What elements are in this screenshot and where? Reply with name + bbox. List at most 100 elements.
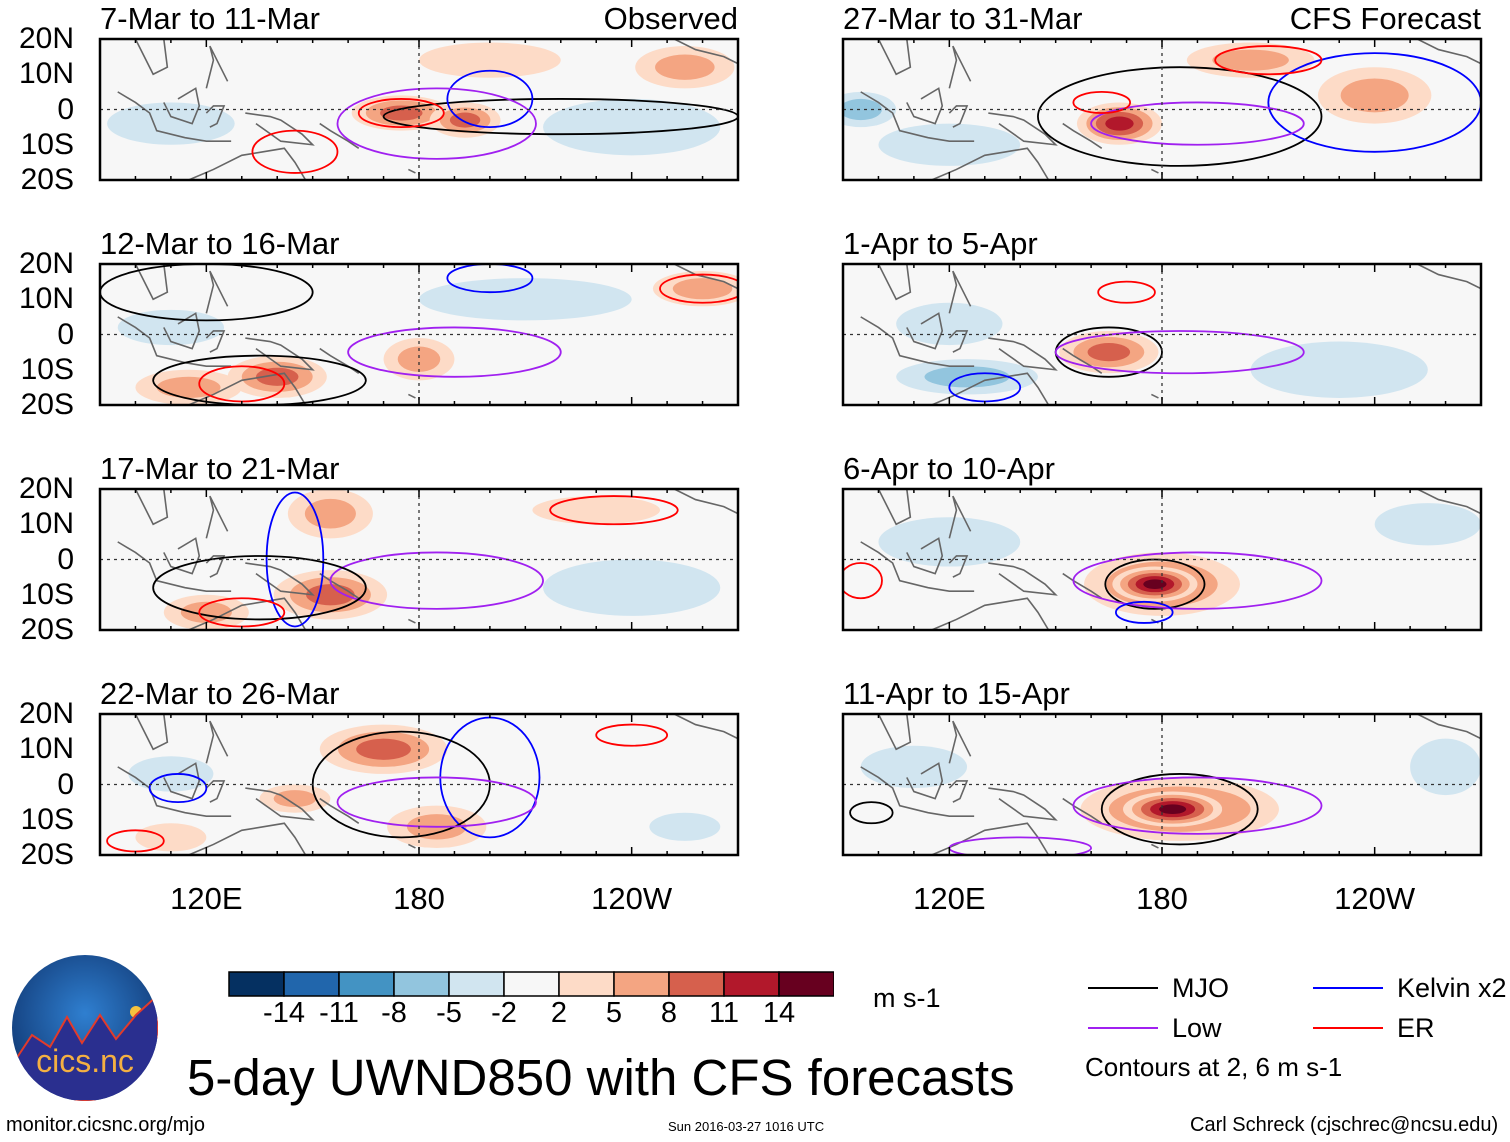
wind-anomaly-shading bbox=[843, 98, 882, 121]
coastline bbox=[205, 330, 226, 353]
contour-er bbox=[549, 495, 679, 526]
lat-tick-label: 10N bbox=[18, 507, 74, 541]
lat-tick-label: 10S bbox=[20, 577, 74, 611]
map-panel bbox=[98, 37, 740, 182]
coastline bbox=[877, 489, 912, 526]
wind-anomaly-shading bbox=[1087, 343, 1131, 362]
wind-anomaly-shading bbox=[655, 54, 715, 80]
panel-title: 17-Mar to 21-Mar bbox=[100, 451, 340, 486]
lon-tick-label: 180 bbox=[1136, 881, 1188, 916]
coastline bbox=[948, 270, 972, 314]
contour-er bbox=[843, 562, 883, 600]
logo-text: cics.nc bbox=[36, 1043, 134, 1079]
website-link[interactable]: monitor.cicsnc.org/mjo bbox=[6, 1114, 205, 1136]
wind-anomaly-shading bbox=[532, 496, 661, 525]
colorbar-swatch bbox=[503, 971, 560, 997]
wind-anomaly-shading bbox=[1212, 49, 1289, 71]
colorbar bbox=[228, 971, 834, 997]
coastline bbox=[134, 39, 169, 76]
contour-kelvin bbox=[265, 491, 325, 628]
contour-mjo bbox=[100, 264, 314, 322]
colorbar-tick-label: -14 bbox=[263, 997, 305, 1029]
panel-source-label: Observed bbox=[603, 1, 738, 36]
coastline bbox=[948, 45, 972, 89]
coastline bbox=[188, 147, 307, 180]
wind-anomaly-shading bbox=[273, 790, 317, 808]
lat-tick-label: 10S bbox=[20, 127, 74, 161]
coastline bbox=[319, 347, 360, 374]
colorbar-tick-label: -2 bbox=[491, 997, 517, 1029]
coastline bbox=[245, 787, 315, 821]
coastline bbox=[134, 264, 169, 301]
wind-anomaly-shading bbox=[107, 102, 235, 145]
coastline bbox=[860, 766, 975, 818]
coastline bbox=[134, 714, 169, 751]
logo-mountains-icon bbox=[12, 993, 158, 1101]
legend-label: Kelvin x2 bbox=[1397, 973, 1507, 1003]
contour-low bbox=[1090, 101, 1305, 146]
wind-anomaly-shading bbox=[255, 367, 299, 386]
coastline bbox=[408, 393, 416, 399]
coastline bbox=[319, 122, 360, 149]
coastline bbox=[205, 555, 226, 578]
wind-anomaly-shading bbox=[878, 517, 1021, 567]
coastline bbox=[988, 337, 1058, 371]
colorbar-swatch bbox=[613, 971, 670, 997]
coastline bbox=[163, 312, 201, 350]
coastline bbox=[948, 720, 972, 764]
coastline bbox=[948, 780, 969, 803]
contour-mjo bbox=[152, 555, 367, 621]
panel-title: 7-Mar to 11-Mar bbox=[100, 1, 320, 36]
lat-tick-label: 20S bbox=[20, 613, 74, 646]
coastline bbox=[205, 45, 229, 89]
map-panel bbox=[98, 262, 740, 407]
panel-title: 11-Apr to 15-Apr bbox=[843, 676, 1070, 711]
coastline bbox=[408, 168, 416, 174]
contour-kelvin bbox=[446, 264, 534, 294]
wind-anomaly-shading bbox=[418, 278, 632, 321]
contour-kelvin bbox=[1115, 600, 1174, 624]
coastline bbox=[673, 39, 738, 65]
legend-line-low bbox=[1088, 1027, 1158, 1029]
colorbar-swatch bbox=[558, 971, 615, 997]
coastline bbox=[1416, 39, 1481, 65]
lat-tick-label: 20S bbox=[20, 388, 74, 421]
colorbar-units: m s-1 bbox=[873, 983, 941, 1013]
figure-title: 5-day UWND850 with CFS forecasts bbox=[187, 1049, 1015, 1106]
panel-title: 6-Apr to 10-Apr bbox=[843, 451, 1055, 486]
coastline bbox=[205, 495, 229, 539]
panel-title: 12-Mar to 16-Mar bbox=[100, 226, 340, 261]
colorbar-tick-label: 8 bbox=[660, 997, 678, 1029]
lon-tick-label: 120W bbox=[1334, 881, 1416, 916]
panel-title: 27-Mar to 31-Mar bbox=[843, 1, 1083, 36]
wind-anomaly-shading bbox=[1105, 116, 1134, 131]
coastline bbox=[1416, 714, 1481, 740]
coastline bbox=[1062, 347, 1103, 374]
lat-tick-label: 10N bbox=[18, 732, 74, 766]
coastline bbox=[1416, 489, 1481, 515]
coastline bbox=[988, 562, 1058, 596]
map-panel bbox=[841, 487, 1483, 632]
lat-tick-label: 0 bbox=[57, 542, 74, 576]
coastline bbox=[205, 270, 229, 314]
wind-anomaly-shading bbox=[135, 823, 207, 852]
coastline bbox=[117, 541, 232, 593]
coastline bbox=[906, 537, 944, 575]
wind-anomaly-shading bbox=[924, 366, 1010, 388]
coastline bbox=[205, 780, 226, 803]
coastline bbox=[877, 39, 912, 76]
coastline bbox=[948, 495, 972, 539]
coastline bbox=[860, 91, 975, 143]
colorbar-swatch bbox=[668, 971, 725, 997]
colorbar-tick-label: -8 bbox=[381, 997, 407, 1029]
legend-label: Low bbox=[1172, 1013, 1222, 1043]
coastline bbox=[245, 337, 315, 371]
contour-er bbox=[659, 273, 738, 304]
coastline bbox=[948, 555, 969, 578]
wind-anomaly-shading bbox=[543, 559, 721, 616]
colorbar-tick-label: 11 bbox=[708, 997, 740, 1029]
colorbar-swatch bbox=[723, 971, 780, 997]
lon-tick-label: 120E bbox=[170, 881, 243, 916]
lat-tick-label: 10N bbox=[18, 57, 74, 91]
lat-tick-label: 0 bbox=[57, 767, 74, 801]
